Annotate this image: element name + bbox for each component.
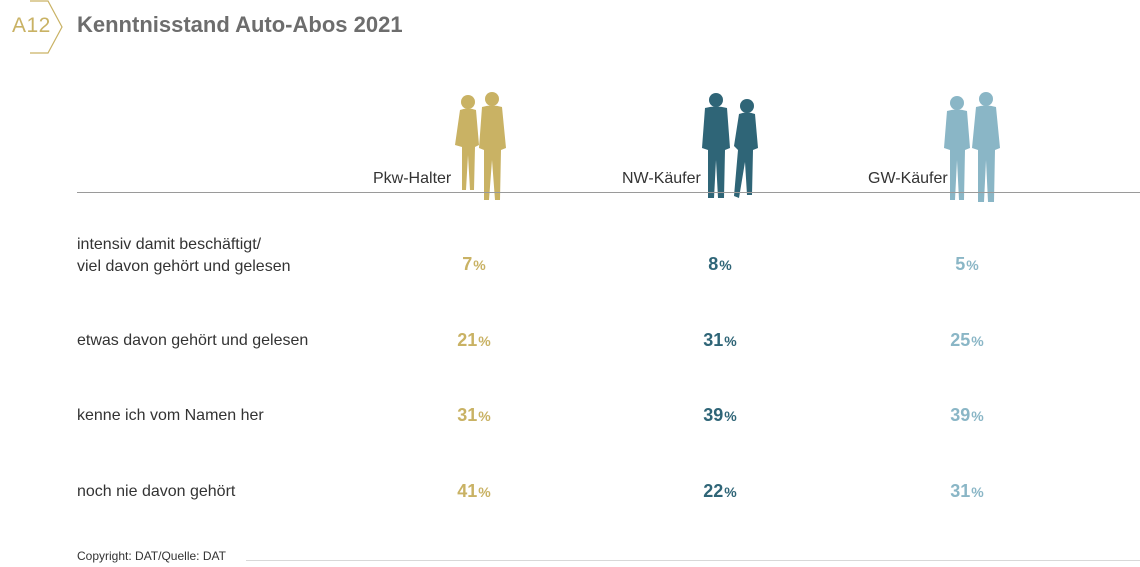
value-number: 31 — [950, 481, 971, 501]
value-unit: % — [478, 408, 491, 424]
value-gw-kaeufer-row-1: 5% — [927, 254, 1007, 275]
value-nw-kaeufer-row-2: 31% — [680, 330, 760, 351]
value-nw-kaeufer-row-4: 22% — [680, 481, 760, 502]
value-unit: % — [724, 333, 737, 349]
value-pkw-halter-row-2: 21% — [434, 330, 514, 351]
row-label-line: noch nie davon gehört — [77, 483, 236, 500]
people-icon-pkw — [455, 92, 506, 200]
value-number: 31 — [457, 405, 478, 425]
row-label-etwas: etwas davon gehört und gelesen — [77, 330, 357, 352]
value-unit: % — [473, 257, 486, 273]
value-unit: % — [966, 257, 979, 273]
footer-divider — [246, 560, 1140, 561]
value-number: 41 — [457, 481, 478, 501]
row-label-line: intensiv damit beschäftigt/ — [77, 236, 262, 253]
value-number: 7 — [462, 254, 473, 274]
value-nw-kaeufer-row-3: 39% — [680, 405, 760, 426]
badge-label: A12 — [12, 14, 51, 37]
row-label-line: etwas davon gehört und gelesen — [77, 332, 309, 349]
value-unit: % — [719, 257, 732, 273]
copyright-note: Copyright: DAT/Quelle: DAT — [77, 549, 226, 563]
row-label-nie: noch nie davon gehört — [77, 481, 357, 503]
row-label-intensiv: intensiv damit beschäftigt/ viel davon g… — [77, 234, 357, 278]
value-number: 5 — [955, 254, 966, 274]
badge-chevron-icon — [30, 0, 63, 54]
value-unit: % — [478, 484, 491, 500]
value-gw-kaeufer-row-3: 39% — [927, 405, 1007, 426]
value-number: 39 — [703, 405, 724, 425]
value-unit: % — [971, 484, 984, 500]
value-pkw-halter-row-3: 31% — [434, 405, 514, 426]
chart-number-badge: A12 — [0, 0, 66, 56]
column-header-gw-kaeufer: GW-Käufer — [868, 170, 948, 187]
row-label-line: kenne ich vom Namen her — [77, 407, 264, 424]
row-label-line: viel davon gehört und gelesen — [77, 258, 291, 275]
value-gw-kaeufer-row-2: 25% — [927, 330, 1007, 351]
value-number: 22 — [703, 481, 724, 501]
value-unit: % — [971, 408, 984, 424]
value-pkw-halter-row-4: 41% — [434, 481, 514, 502]
value-gw-kaeufer-row-4: 31% — [927, 481, 1007, 502]
value-number: 21 — [457, 330, 478, 350]
value-unit: % — [724, 484, 737, 500]
value-nw-kaeufer-row-1: 8% — [680, 254, 760, 275]
value-unit: % — [478, 333, 491, 349]
value-unit: % — [724, 408, 737, 424]
column-header-nw-kaeufer: NW-Käufer — [622, 170, 701, 187]
header-divider — [77, 192, 1140, 193]
people-icon-gw — [944, 92, 1000, 202]
value-number: 8 — [708, 254, 719, 274]
value-number: 31 — [703, 330, 724, 350]
chart-title: Kenntnisstand Auto-Abos 2021 — [77, 12, 403, 37]
people-icon-nw — [702, 93, 758, 198]
value-unit: % — [971, 333, 984, 349]
column-header-pkw-halter: Pkw-Halter — [373, 170, 452, 187]
value-number: 39 — [950, 405, 971, 425]
value-number: 25 — [950, 330, 971, 350]
value-pkw-halter-row-1: 7% — [434, 254, 514, 275]
row-label-kenne: kenne ich vom Namen her — [77, 405, 357, 427]
